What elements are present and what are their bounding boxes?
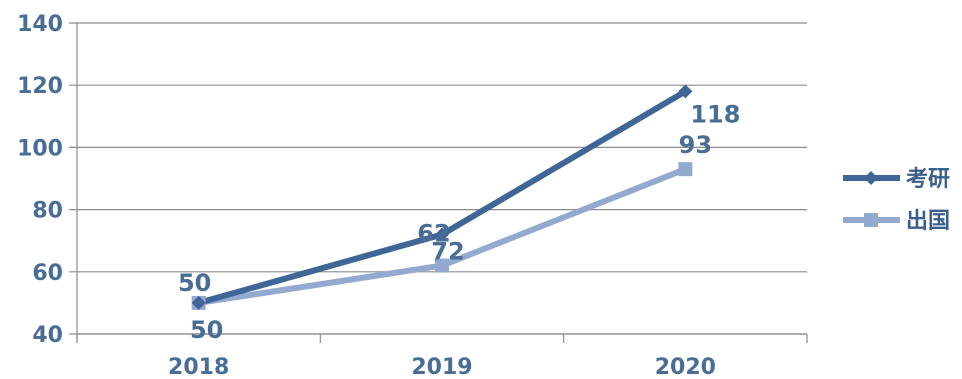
data-label: 72 (431, 238, 464, 266)
legend-marker (864, 171, 878, 185)
y-tick-label: 80 (32, 199, 63, 224)
data-point (678, 84, 693, 99)
data-labels: 50 62 118 50 72 93 (178, 100, 740, 343)
data-point (435, 227, 449, 242)
legend-label: 考研 (906, 167, 950, 192)
data-label: 50 (190, 316, 223, 344)
x-tick-label: 2018 (168, 355, 229, 379)
y-tick-label: 100 (17, 136, 63, 161)
data-point (435, 258, 449, 273)
data-point (191, 295, 206, 310)
legend-label: 出国 (906, 209, 950, 234)
x-tick-label: 2020 (655, 355, 716, 379)
data-label: 118 (690, 100, 740, 128)
data-label: 50 (178, 269, 211, 297)
axes (76, 23, 808, 343)
y-tick-label: 140 (17, 12, 63, 37)
data-label: 93 (679, 131, 712, 159)
data-label: 62 (417, 219, 450, 247)
data-point (678, 162, 693, 177)
series-markers (191, 84, 693, 310)
y-tick-label: 40 (32, 323, 63, 348)
y-tick-labels: 40 60 80 100 120 140 (17, 12, 63, 348)
legend-marker (864, 213, 878, 227)
y-tick-label: 120 (17, 74, 63, 99)
x-tick-label: 2019 (411, 355, 472, 379)
y-tick-label: 60 (32, 261, 63, 286)
x-tick-labels: 2018 2019 2020 (168, 355, 716, 379)
